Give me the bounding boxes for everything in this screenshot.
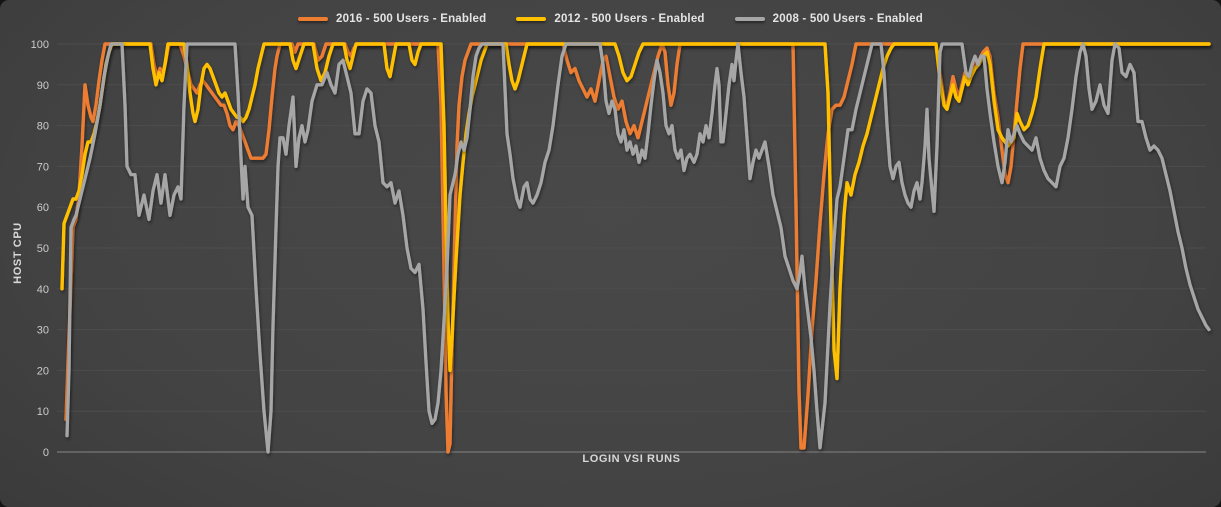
y-tick-label: 60 xyxy=(37,202,49,214)
legend-label-2008: 2008 - 500 Users - Enabled xyxy=(772,13,923,25)
legend-item-2012: 2012 - 500 Users - Enabled xyxy=(516,13,704,25)
y-tick-label: 30 xyxy=(37,325,49,337)
y-tick-label: 100 xyxy=(31,39,49,51)
y-axis-title: HOST CPU xyxy=(12,222,24,284)
y-tick-label: 40 xyxy=(37,284,49,296)
chart-legend: 2016 - 500 Users - Enabled 2012 - 500 Us… xyxy=(0,9,1221,29)
legend-label-2012: 2012 - 500 Users - Enabled xyxy=(554,13,705,25)
legend-swatch-2008-line xyxy=(734,17,765,21)
y-tick-label: 70 xyxy=(37,161,49,173)
legend-swatch-2012-line xyxy=(516,17,547,21)
y-tick-label: 80 xyxy=(37,121,49,133)
y-tick-label: 90 xyxy=(37,80,49,92)
legend-item-2008: 2008 - 500 Users - Enabled xyxy=(734,13,923,25)
y-tick-label: 50 xyxy=(37,243,49,255)
x-axis-title: LOGIN VSI RUNS xyxy=(582,453,681,465)
legend-item-2016: 2016 - 500 Users - Enabled xyxy=(298,13,486,25)
series-line-2008 xyxy=(65,42,1211,454)
y-tick-label: 0 xyxy=(43,447,49,459)
y-tick-label: 20 xyxy=(37,365,49,377)
legend-label-2016: 2016 - 500 Users - Enabled xyxy=(336,13,487,25)
legend-swatch-2016-line xyxy=(298,17,329,21)
series-line-2012 xyxy=(60,42,1211,381)
y-tick-label: 10 xyxy=(37,406,49,418)
